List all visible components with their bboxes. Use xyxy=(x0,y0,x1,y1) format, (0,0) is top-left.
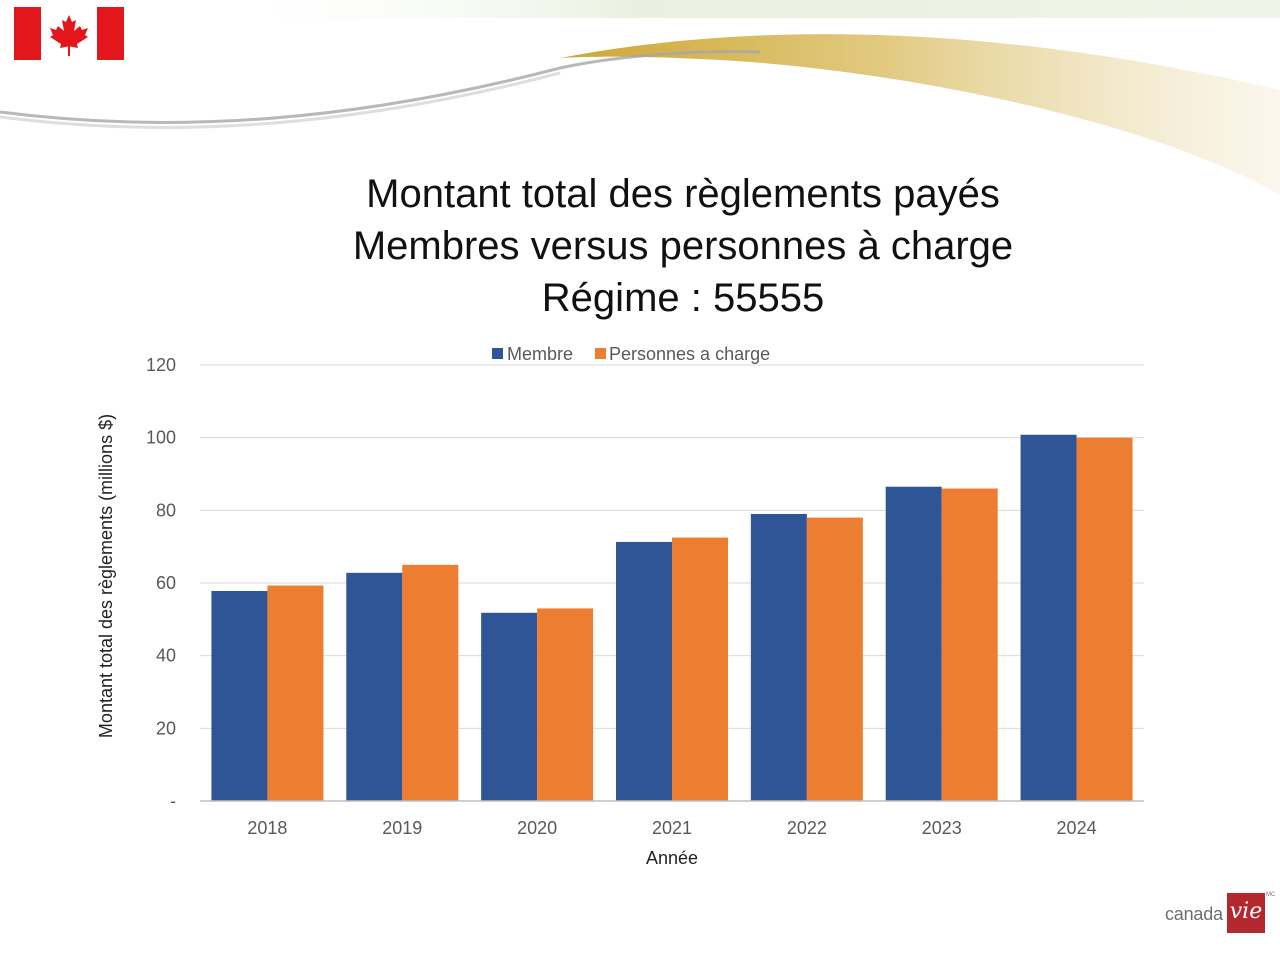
chart-title: Montant total des règlements payés Membr… xyxy=(283,168,1083,324)
y-tick-label: 60 xyxy=(156,573,176,593)
bar-personnes-2020 xyxy=(537,608,594,801)
title-line-2: Membres versus personnes à charge xyxy=(352,224,1014,268)
title-line-1: Montant total des règlements payés xyxy=(366,172,1000,216)
y-tick-label: 40 xyxy=(156,646,176,666)
legend-label-membre: Membre xyxy=(507,344,573,364)
bar-membre-2018 xyxy=(211,590,268,801)
bar-personnes-2022 xyxy=(806,517,863,801)
bar-membre-2019 xyxy=(346,572,403,801)
x-tick-label: 2020 xyxy=(517,818,557,838)
legend-swatch-membre xyxy=(492,348,503,359)
bar-personnes-2019 xyxy=(402,564,459,801)
legend: Membre Personnes a charge xyxy=(492,344,770,364)
x-tick-label: 2023 xyxy=(922,818,962,838)
header-green-band xyxy=(210,0,1280,18)
logo-wordmark: canada xyxy=(1165,904,1223,924)
bar-membre-2022 xyxy=(750,513,807,801)
logo-script-mark: vie xyxy=(1229,899,1263,924)
x-tick-labels: 2018 2019 2020 2021 2022 2023 2024 xyxy=(247,818,1096,838)
x-tick-label: 2019 xyxy=(382,818,422,838)
y-axis-title: Montant total des règlements (millions $… xyxy=(96,414,116,738)
bar-personnes-2021 xyxy=(672,537,728,801)
x-axis-title: Année xyxy=(646,848,698,868)
x-tick-label: 2018 xyxy=(247,818,287,838)
bar-membre-2024 xyxy=(1020,434,1077,801)
logo-trademark: MC xyxy=(1266,892,1276,898)
y-tick-label: 120 xyxy=(146,355,176,375)
y-tick-label: 20 xyxy=(156,718,176,738)
x-tick-label: 2024 xyxy=(1057,818,1097,838)
header-gray-curve-shadow xyxy=(0,71,561,129)
canada-flag-icon xyxy=(14,7,124,60)
bar-membre-2021 xyxy=(616,541,672,801)
y-tick-label: - xyxy=(170,791,176,811)
bar-personnes-2024 xyxy=(1076,437,1133,801)
header-gray-curve xyxy=(0,50,761,124)
y-tick-labels: - 20 40 60 80 100 120 xyxy=(146,355,176,811)
bar-chart: - 20 40 60 80 100 120 2018 2019 2020 2021 2022 2023… xyxy=(96,344,1144,868)
y-tick-label: 100 xyxy=(146,428,176,448)
bar-membre-2023 xyxy=(885,486,942,801)
logo-red-box: vie xyxy=(1227,893,1265,933)
bars xyxy=(211,434,1133,801)
header-gold-swoosh xyxy=(560,34,1280,195)
legend-label-personnes: Personnes a charge xyxy=(609,344,770,364)
legend-swatch-personnes xyxy=(595,348,606,359)
x-tick-label: 2021 xyxy=(652,818,692,838)
title-line-3: Régime : 55555 xyxy=(541,276,825,320)
bar-personnes-2023 xyxy=(941,488,998,801)
bar-membre-2020 xyxy=(481,612,538,801)
x-tick-label: 2022 xyxy=(787,818,827,838)
y-tick-label: 80 xyxy=(156,500,176,520)
bar-personnes-2018 xyxy=(267,585,324,801)
canada-vie-logo: canada vie MC xyxy=(1160,892,1276,936)
